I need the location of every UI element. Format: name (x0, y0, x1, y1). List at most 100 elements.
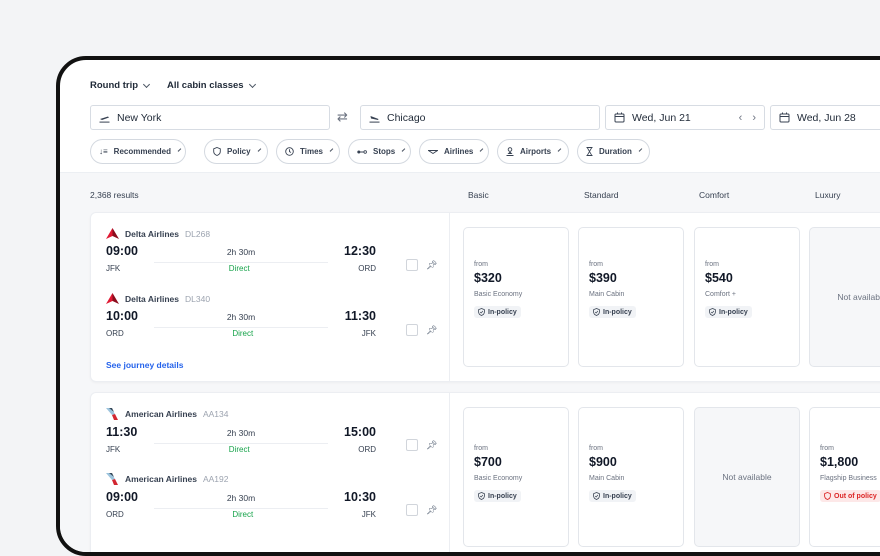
policy-label: In-policy (488, 492, 517, 500)
destination-airport: JFK (361, 329, 376, 338)
flight-number: AA192 (202, 474, 229, 484)
fare-price: $320 (474, 271, 502, 285)
fare-option-comfort[interactable]: from $540 Comfort + In-policy (694, 227, 800, 367)
depart-time: 09:00 (106, 244, 138, 258)
previous-date-button[interactable]: ‹ (738, 111, 743, 124)
fare-price: $390 (589, 271, 617, 285)
fare-option-standard[interactable]: from $390 Main Cabin In-policy (578, 227, 684, 367)
column-header-basic: Basic (468, 190, 489, 200)
policy-badge-out: Out of policy (820, 490, 880, 502)
fare-option-standard[interactable]: from $900 Main Cabin In-policy (578, 407, 684, 547)
fare-option-basic[interactable]: from $700 Basic Economy In-policy (463, 407, 569, 547)
pin-icon[interactable]: 📌︎ (426, 504, 438, 515)
chip-label: Stops (373, 147, 396, 156)
arrive-time: 10:30 (344, 490, 376, 504)
airline-name: Delta Airlines (125, 293, 180, 304)
chevron-down-icon (480, 148, 484, 152)
leg-actions: 📌︎ (406, 439, 437, 451)
airline-name: American Airlines (125, 409, 197, 419)
chip-label: Airports (520, 147, 552, 156)
duration-filter-chip[interactable]: Duration (577, 139, 650, 164)
policy-label: In-policy (603, 308, 632, 316)
shield-check-icon (709, 308, 716, 316)
times-filter-chip[interactable]: Times (276, 139, 340, 164)
from-label: from (820, 445, 834, 452)
select-checkbox[interactable] (406, 324, 418, 336)
stops-label: Direct (228, 445, 250, 454)
shield-check-icon (478, 492, 485, 500)
trip-type-label: Round trip (90, 80, 139, 91)
device-frame: Round trip All cabin classes New York ⇄ … (56, 56, 880, 556)
policy-label: Out of policy (834, 492, 877, 500)
pin-icon[interactable]: 📌︎ (426, 324, 438, 335)
destination-airport: ORD (358, 264, 376, 273)
not-available-label: Not available (837, 292, 880, 302)
origin-airport: JFK (106, 445, 121, 454)
clock-icon (285, 147, 294, 156)
airline-icon (428, 149, 438, 155)
depart-date-input[interactable]: Wed, Jun 21 ‹ › (605, 105, 765, 130)
policy-badge: In-policy (474, 306, 521, 318)
fare-class: Main Cabin (589, 291, 625, 298)
shield-check-icon (593, 492, 600, 500)
cabin-class-dropdown[interactable]: All cabin classes (167, 80, 256, 91)
chevron-down-icon (329, 148, 334, 152)
cabin-class-label: All cabin classes (167, 80, 244, 91)
from-label: from (474, 261, 488, 268)
policy-badge: In-policy (705, 306, 752, 318)
chip-label: Duration (599, 147, 632, 156)
see-journey-details-link[interactable]: See journey details (106, 360, 184, 370)
from-label: from (589, 445, 603, 452)
flight-number: DL340 (185, 293, 211, 304)
fare-class: Basic Economy (474, 475, 523, 482)
column-header-luxury: Luxury (815, 190, 841, 200)
flight-number: AA134 (202, 409, 229, 419)
landing-icon (369, 113, 380, 123)
from-label: from (705, 261, 719, 268)
flight-search-app: Round trip All cabin classes New York ⇄ … (60, 60, 880, 552)
chevron-down-icon (177, 148, 182, 152)
calendar-icon (779, 112, 790, 123)
shield-check-icon (593, 308, 600, 316)
airline-row: American Airlines AA192 (106, 473, 376, 485)
from-label: from (589, 261, 603, 268)
trip-type-dropdown[interactable]: Round trip (90, 80, 151, 91)
airlines-filter-chip[interactable]: Airlines (419, 139, 489, 164)
fare-option-basic[interactable]: from $320 Basic Economy In-policy (463, 227, 569, 367)
fare-class: Main Cabin (589, 475, 625, 482)
fare-option-luxury[interactable]: from $1,800 Flagship Business Out of pol… (809, 407, 880, 547)
airports-filter-chip[interactable]: Airports (497, 139, 569, 164)
pin-icon[interactable]: 📌︎ (426, 259, 438, 270)
arrive-time: 12:30 (344, 244, 376, 258)
sort-icon: ↓≡ (99, 147, 108, 156)
stops-icon (357, 149, 367, 155)
stops-filter-chip[interactable]: Stops (348, 139, 411, 164)
destination-input[interactable]: Chicago (360, 105, 600, 130)
policy-filter-chip[interactable]: Policy (204, 139, 268, 164)
chevron-down-icon (401, 148, 406, 152)
airports-row: ORD Direct JFK (106, 510, 376, 519)
select-checkbox[interactable] (406, 259, 418, 271)
airline-name: Delta Airlines (125, 228, 180, 239)
return-date-input[interactable]: Wed, Jun 28 (770, 105, 880, 130)
card-divider (449, 393, 450, 552)
delta-logo-icon (106, 228, 119, 239)
hourglass-icon (586, 147, 593, 156)
pin-icon[interactable]: 📌︎ (426, 439, 438, 450)
swap-cities-button[interactable]: ⇄ (337, 109, 348, 124)
select-checkbox[interactable] (406, 504, 418, 516)
card-divider (449, 213, 450, 381)
depart-date-value: Wed, Jun 21 (632, 111, 691, 124)
select-checkbox[interactable] (406, 439, 418, 451)
chevron-down-icon (638, 148, 643, 152)
origin-input[interactable]: New York (90, 105, 330, 130)
flight-number: DL268 (185, 228, 211, 239)
next-date-button[interactable]: › (752, 111, 756, 124)
fare-option-luxury-unavailable: Not available (809, 227, 880, 367)
airline-row: Delta Airlines DL268 (106, 228, 376, 239)
chip-label: Times (300, 147, 323, 156)
policy-label: In-policy (719, 308, 748, 316)
sort-recommended-chip[interactable]: ↓≡ Recommended (90, 139, 186, 164)
policy-label: In-policy (603, 492, 632, 500)
stops-label: Direct (232, 329, 254, 338)
